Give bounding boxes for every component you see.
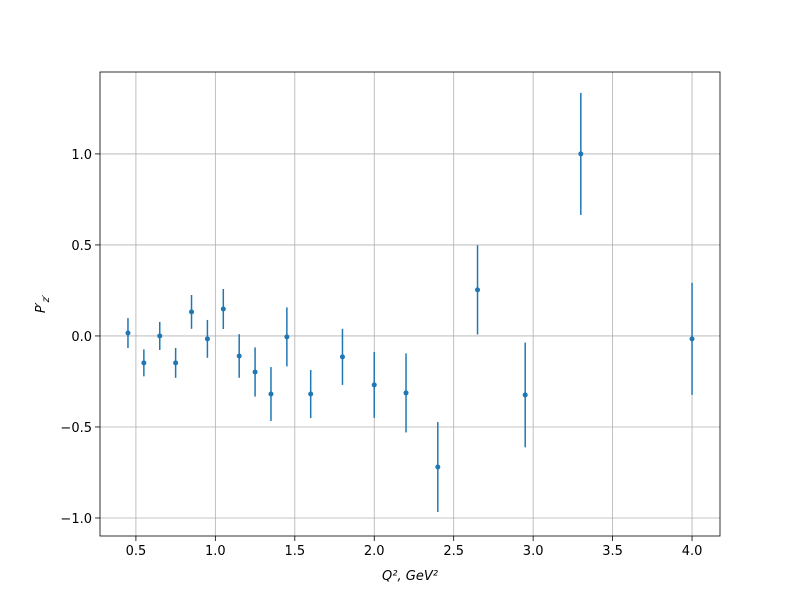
y-axis-label-part: z′ — [41, 294, 52, 303]
x-tick-label: 1.0 — [205, 544, 226, 559]
plot-frame — [99, 71, 721, 537]
x-tick-label: 3.0 — [523, 544, 544, 559]
y-axis-label-part: P′ — [34, 302, 49, 313]
data-point — [371, 382, 377, 388]
data-point — [157, 333, 163, 339]
y-tick-label: 0.0 — [71, 330, 92, 345]
data-point — [236, 353, 242, 359]
x-tick-label: 4.0 — [682, 544, 703, 559]
y-tick-label: 1.0 — [71, 148, 92, 163]
y-tick-label: 0.5 — [71, 239, 92, 254]
data-point — [689, 336, 695, 342]
data-point — [141, 360, 147, 366]
y-axis-label: P′z′ — [34, 294, 52, 313]
data-point — [403, 390, 409, 396]
data-point — [435, 464, 441, 470]
data-point — [522, 392, 528, 398]
data-point — [189, 309, 195, 315]
data-point — [284, 334, 290, 340]
data-point — [339, 354, 345, 360]
x-tick-label: 2.5 — [443, 544, 464, 559]
x-tick-label: 0.5 — [126, 544, 147, 559]
data-point — [220, 306, 226, 312]
data-point — [308, 391, 314, 397]
data-point — [578, 151, 584, 157]
y-tick-label: −0.5 — [60, 421, 92, 436]
x-tick-label: 3.5 — [602, 544, 623, 559]
data-point — [475, 287, 481, 293]
data-point — [125, 330, 131, 336]
data-point — [268, 391, 274, 397]
data-point — [204, 336, 210, 342]
x-tick-label: 1.5 — [284, 544, 305, 559]
x-axis-label: Q², GeV² — [382, 569, 438, 584]
data-point — [252, 369, 258, 375]
y-tick-label: −1.0 — [60, 512, 92, 527]
data-point — [173, 360, 179, 366]
x-tick-label: 2.0 — [364, 544, 385, 559]
